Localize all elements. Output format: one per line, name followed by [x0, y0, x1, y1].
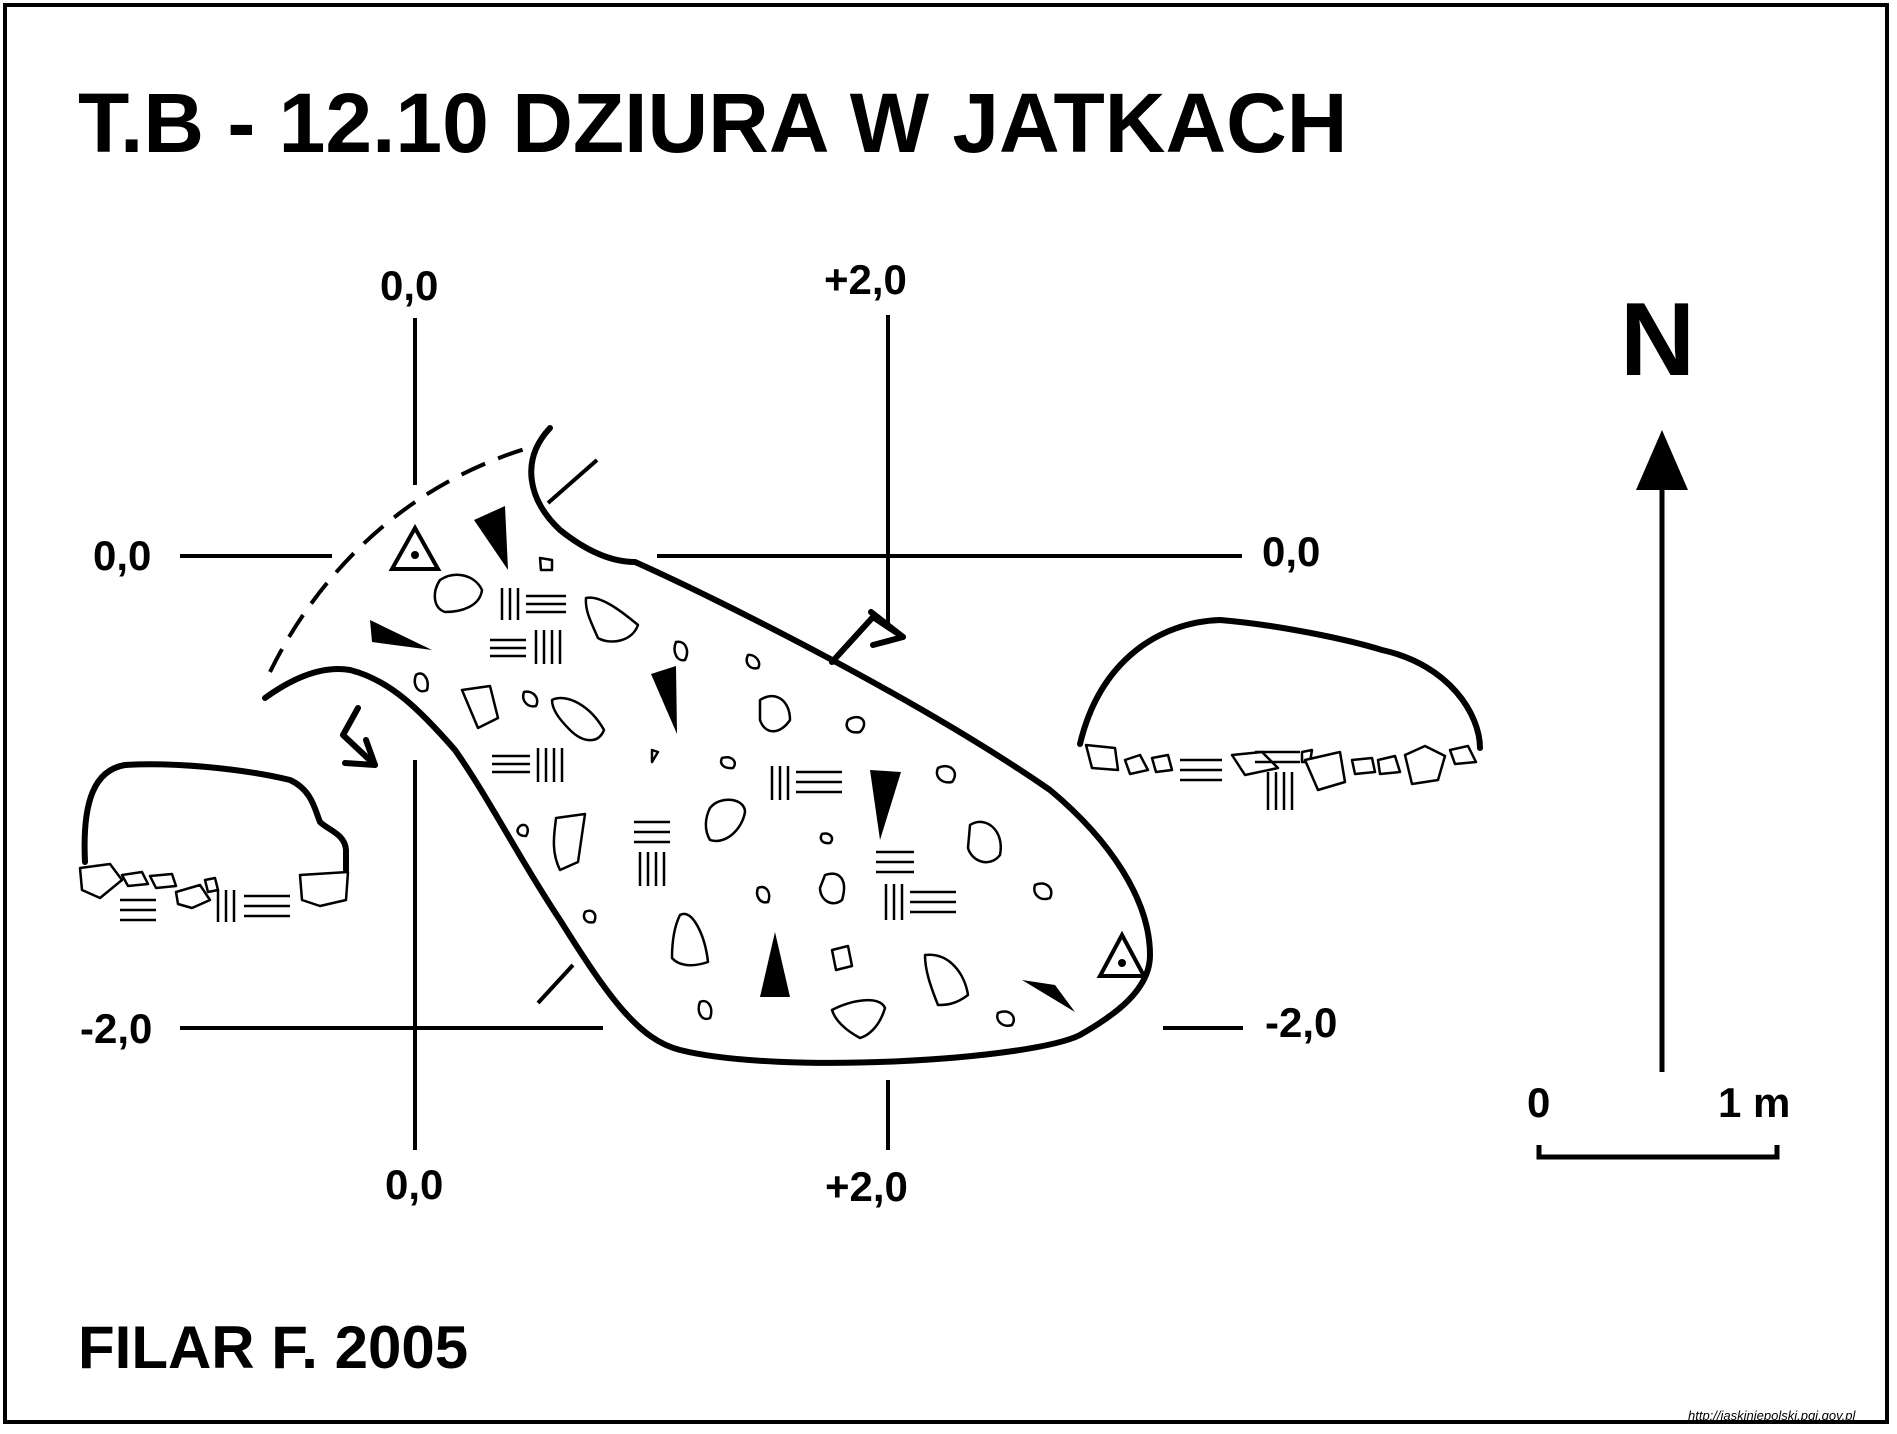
rock [830, 944, 854, 972]
rock [1150, 753, 1174, 774]
rock [697, 999, 713, 1021]
rock [673, 640, 689, 662]
cave-outline [262, 425, 1153, 1066]
slope-mark-6 [1022, 980, 1075, 1012]
rock [758, 694, 792, 733]
cave-wall [262, 425, 1153, 1066]
grid-lines [180, 315, 1243, 1150]
coord-label-left-lower: -2,0 [80, 1005, 152, 1052]
rock [1403, 744, 1447, 786]
rock [552, 812, 587, 872]
rock [819, 832, 834, 845]
rock [516, 823, 529, 838]
coord-label-right-upper: 0,0 [1262, 528, 1320, 575]
rock [830, 998, 887, 1040]
survey-station-2 [1096, 930, 1148, 978]
hatch-symbol [876, 850, 956, 920]
rock [78, 862, 124, 900]
page-border [3, 3, 1889, 1424]
slope-symbols [370, 506, 1075, 1012]
entrance-arrow-right-head [868, 609, 906, 648]
slope-mark-1 [474, 506, 508, 570]
rock [1350, 756, 1377, 776]
rock [745, 653, 761, 670]
north-arrow: N [1620, 282, 1695, 1072]
profile-tick-top [546, 458, 599, 505]
rock [174, 883, 212, 910]
rock [148, 872, 178, 890]
coord-label-right-lower: -2,0 [1265, 999, 1337, 1046]
hatch-symbol [634, 820, 670, 886]
rock [755, 885, 771, 904]
slope-mark-3 [651, 666, 677, 734]
coord-label-top-right: +2,0 [824, 256, 907, 303]
rock [704, 798, 747, 843]
source-url: http://jaskiniepolski.pgi.gov.pl [1688, 1408, 1857, 1423]
coord-label-top-left: 0,0 [380, 262, 438, 309]
scale-label-end: 1 m [1718, 1079, 1790, 1126]
rock [818, 872, 846, 905]
rock [935, 765, 957, 784]
sediment-symbols [490, 588, 956, 920]
rock [522, 690, 539, 708]
scale-bar: 0 1 m [1527, 1079, 1790, 1160]
hatch-symbol [770, 766, 842, 800]
rock [550, 696, 606, 742]
rock [719, 756, 737, 770]
cross-section-left [78, 761, 350, 922]
rock [670, 912, 710, 967]
survey-station-2-dot [1118, 959, 1126, 967]
coord-label-bottom-right: +2,0 [825, 1163, 908, 1210]
survey-station-1-dot [411, 551, 419, 559]
rock [433, 573, 484, 614]
coord-label-bottom-left: 0,0 [385, 1161, 443, 1208]
rock [923, 953, 970, 1007]
hatch-symbol [500, 588, 566, 620]
entrance-arrow-left-head [342, 737, 378, 768]
rock [1230, 750, 1280, 777]
rock [120, 870, 150, 888]
rock [845, 715, 866, 734]
cross-section-right-wall [1077, 617, 1483, 751]
entrance-markers [340, 609, 906, 768]
rock [650, 748, 660, 764]
rock [584, 596, 640, 643]
north-arrow-head [1636, 430, 1688, 490]
north-label: N [1620, 282, 1695, 398]
hatch-symbol [490, 630, 562, 664]
cave-wall-dashed [268, 446, 529, 673]
cross-section-left-wall [81, 761, 349, 873]
scale-bar-line [1536, 1145, 1780, 1160]
coord-label-left-upper: 0,0 [93, 532, 151, 579]
slope-mark-4 [870, 770, 901, 840]
rock [1376, 754, 1402, 776]
rock [996, 1010, 1015, 1027]
map-title: T.B - 12.10 DZIURA W JATKACH [78, 76, 1347, 170]
profile-tick-bottom [536, 963, 575, 1005]
scale-label-zero: 0 [1527, 1079, 1550, 1126]
rock [1303, 750, 1347, 792]
entrance-arrow-left-body [340, 705, 378, 768]
rock [203, 876, 220, 894]
slope-mark-5 [760, 932, 790, 997]
rock [460, 684, 500, 730]
rock [1123, 753, 1150, 776]
rock-debris [413, 556, 1053, 1040]
rock [538, 556, 554, 572]
rock [1033, 882, 1053, 901]
rock [413, 672, 429, 693]
slope-mark-2 [370, 620, 432, 650]
rock [966, 820, 1003, 864]
rock [298, 870, 350, 908]
survey-stations [388, 523, 1148, 978]
cross-section-right [1077, 617, 1483, 810]
hatch-symbol [492, 748, 564, 782]
rock [582, 909, 597, 924]
rock [1084, 743, 1120, 772]
rock [1448, 744, 1478, 766]
author-credit: FILAR F. 2005 [78, 1314, 468, 1381]
survey-station-1 [388, 523, 442, 571]
